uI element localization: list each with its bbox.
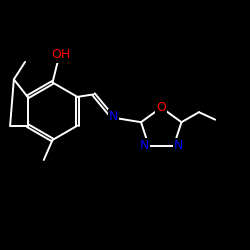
Text: OH: OH bbox=[51, 48, 70, 62]
Text: N: N bbox=[109, 110, 118, 123]
Text: O: O bbox=[156, 101, 166, 114]
Text: N: N bbox=[140, 140, 149, 152]
Text: N: N bbox=[174, 140, 183, 152]
